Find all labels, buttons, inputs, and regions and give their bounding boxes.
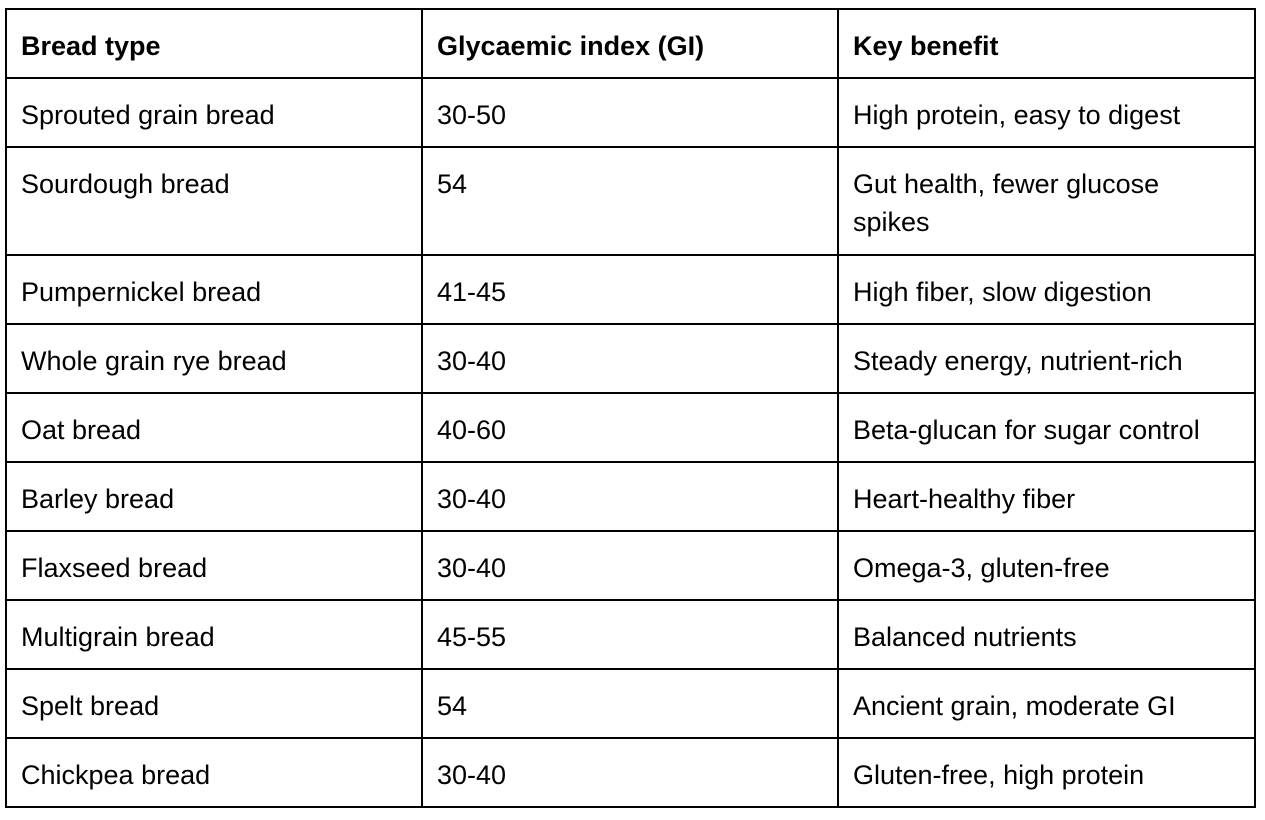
cell-gi: 41-45 (421, 254, 839, 325)
cell-gi: 45-55 (421, 599, 839, 670)
cell-key-benefit: Ancient grain, moderate GI (837, 668, 1256, 739)
table-row: Sourdough bread 54 Gut health, fewer glu… (5, 146, 1256, 256)
cell-gi: 54 (421, 146, 839, 256)
cell-bread-type: Barley bread (5, 461, 423, 532)
table-row: Pumpernickel bread 41-45 High fiber, slo… (5, 254, 1256, 325)
cell-bread-type: Oat bread (5, 392, 423, 463)
cell-gi: 30-50 (421, 77, 839, 148)
cell-key-benefit: Beta-glucan for sugar control (837, 392, 1256, 463)
header-glycaemic-index: Glycaemic index (GI) (421, 8, 839, 79)
table-header-row: Bread type Glycaemic index (GI) Key bene… (5, 8, 1256, 79)
header-bread-type: Bread type (5, 8, 423, 79)
cell-gi: 54 (421, 668, 839, 739)
cell-key-benefit: Heart-healthy fiber (837, 461, 1256, 532)
table-row: Multigrain bread 45-55 Balanced nutrient… (5, 599, 1256, 670)
cell-bread-type: Flaxseed bread (5, 530, 423, 601)
bread-gi-table: Bread type Glycaemic index (GI) Key bene… (5, 8, 1256, 808)
cell-key-benefit: Gluten-free, high protein (837, 737, 1256, 808)
table-row: Whole grain rye bread 30-40 Steady energ… (5, 323, 1256, 394)
cell-gi: 30-40 (421, 323, 839, 394)
cell-bread-type: Sprouted grain bread (5, 77, 423, 148)
cell-bread-type: Sourdough bread (5, 146, 423, 256)
table-row: Sprouted grain bread 30-50 High protein,… (5, 77, 1256, 148)
cell-key-benefit: Gut health, fewer glucose spikes (837, 146, 1256, 256)
table-row: Barley bread 30-40 Heart-healthy fiber (5, 461, 1256, 532)
table-row: Oat bread 40-60 Beta-glucan for sugar co… (5, 392, 1256, 463)
cell-key-benefit: High fiber, slow digestion (837, 254, 1256, 325)
header-key-benefit: Key benefit (837, 8, 1256, 79)
table-row: Spelt bread 54 Ancient grain, moderate G… (5, 668, 1256, 739)
cell-gi: 30-40 (421, 530, 839, 601)
table-row: Flaxseed bread 30-40 Omega-3, gluten-fre… (5, 530, 1256, 601)
cell-gi: 40-60 (421, 392, 839, 463)
cell-bread-type: Whole grain rye bread (5, 323, 423, 394)
cell-gi: 30-40 (421, 461, 839, 532)
cell-key-benefit: High protein, easy to digest (837, 77, 1256, 148)
cell-gi: 30-40 (421, 737, 839, 808)
cell-key-benefit: Omega-3, gluten-free (837, 530, 1256, 601)
table-row: Chickpea bread 30-40 Gluten-free, high p… (5, 737, 1256, 808)
cell-bread-type: Spelt bread (5, 668, 423, 739)
cell-bread-type: Pumpernickel bread (5, 254, 423, 325)
cell-bread-type: Multigrain bread (5, 599, 423, 670)
cell-key-benefit: Steady energy, nutrient-rich (837, 323, 1256, 394)
cell-bread-type: Chickpea bread (5, 737, 423, 808)
cell-key-benefit: Balanced nutrients (837, 599, 1256, 670)
